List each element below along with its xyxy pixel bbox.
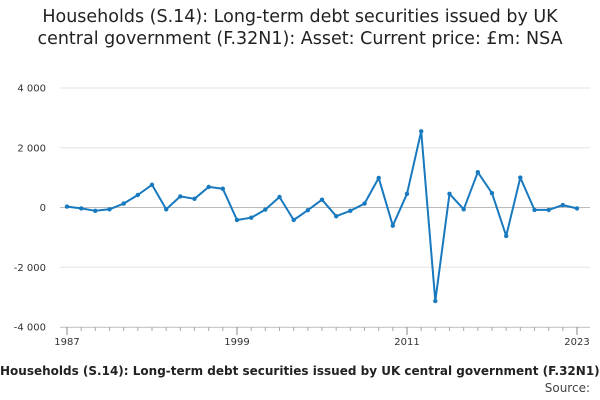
y-axis: 4 000 2 000 0 -2 000 -4 000 xyxy=(14,84,46,334)
y-tick-label: 4 000 xyxy=(17,84,46,95)
data-point[interactable] xyxy=(234,217,240,223)
series-group xyxy=(64,129,580,304)
data-point[interactable] xyxy=(419,129,424,134)
data-point[interactable] xyxy=(206,184,211,190)
data-point[interactable] xyxy=(149,182,155,187)
x-tick-label: 2011 xyxy=(394,337,419,348)
data-point[interactable] xyxy=(305,208,310,213)
chart-title: Households (S.14): Long-term debt securi… xyxy=(37,7,563,49)
data-point[interactable] xyxy=(277,194,282,200)
data-point[interactable] xyxy=(135,192,140,198)
data-point[interactable] xyxy=(220,186,225,191)
series-line xyxy=(66,130,578,302)
data-point[interactable] xyxy=(334,214,339,219)
chart-caption: Households (S.14): Long-term debt securi… xyxy=(0,364,600,378)
data-point[interactable] xyxy=(178,194,183,199)
data-point[interactable] xyxy=(93,208,98,213)
data-point[interactable] xyxy=(574,206,580,211)
data-point[interactable] xyxy=(249,215,254,220)
data-point[interactable] xyxy=(447,191,452,196)
y-tick-label: 0 xyxy=(40,203,46,214)
data-point[interactable] xyxy=(404,191,410,196)
data-point[interactable] xyxy=(489,191,495,196)
data-point[interactable] xyxy=(560,202,565,208)
data-point[interactable] xyxy=(461,207,466,212)
data-point[interactable] xyxy=(79,206,84,211)
data-point[interactable] xyxy=(291,217,296,223)
data-point[interactable] xyxy=(433,298,438,304)
gridlines xyxy=(60,87,590,328)
x-axis xyxy=(60,327,590,331)
data-point[interactable] xyxy=(376,175,381,181)
data-point[interactable] xyxy=(64,204,70,209)
y-tick-label: -2 000 xyxy=(14,263,46,274)
data-point[interactable] xyxy=(362,201,367,206)
data-point[interactable] xyxy=(390,223,395,228)
x-tick-label: 1999 xyxy=(224,337,249,348)
data-point[interactable] xyxy=(107,207,112,212)
x-axis-ticks: 1987 1999 2011 2023 xyxy=(54,327,590,348)
data-point[interactable] xyxy=(504,233,509,239)
x-tick-label: 1987 xyxy=(54,337,79,348)
x-tick-label: 2023 xyxy=(564,337,589,348)
data-point[interactable] xyxy=(164,207,169,212)
data-point[interactable] xyxy=(546,207,551,213)
y-tick-label: -4 000 xyxy=(14,323,46,334)
data-point[interactable] xyxy=(475,170,480,175)
data-point[interactable] xyxy=(263,207,268,212)
data-point[interactable] xyxy=(192,196,197,201)
source-label: Source: xyxy=(544,381,590,395)
data-point[interactable] xyxy=(518,175,523,180)
y-tick-label: 2 000 xyxy=(17,143,46,154)
data-point[interactable] xyxy=(532,207,537,213)
data-point[interactable] xyxy=(121,201,126,206)
data-point[interactable] xyxy=(348,208,353,213)
data-point[interactable] xyxy=(319,197,325,202)
